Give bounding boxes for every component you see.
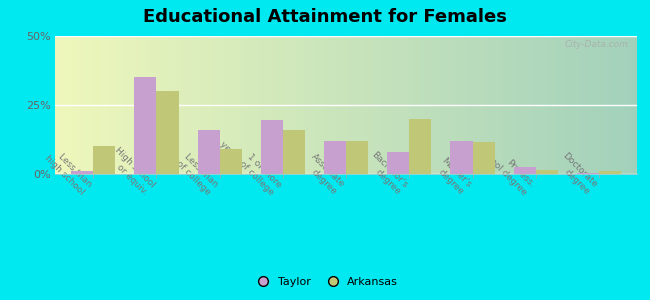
Bar [599,171,621,174]
Bar [71,171,93,174]
Bar [346,141,369,174]
Bar [577,173,599,174]
Legend: Taylor, Arkansas: Taylor, Arkansas [248,273,402,291]
Bar [410,119,432,174]
Bar [536,170,558,174]
Bar [198,130,220,174]
Bar [514,167,536,174]
Bar [261,120,283,174]
Bar [157,91,179,174]
Text: City-Data.com: City-Data.com [564,40,629,49]
Bar [324,141,346,174]
Bar [387,152,410,174]
Bar [283,130,305,174]
Bar [135,77,157,174]
Text: Educational Attainment for Females: Educational Attainment for Females [143,8,507,26]
Bar [473,142,495,174]
Bar [450,141,473,174]
Bar [220,149,242,174]
Bar [93,146,115,174]
